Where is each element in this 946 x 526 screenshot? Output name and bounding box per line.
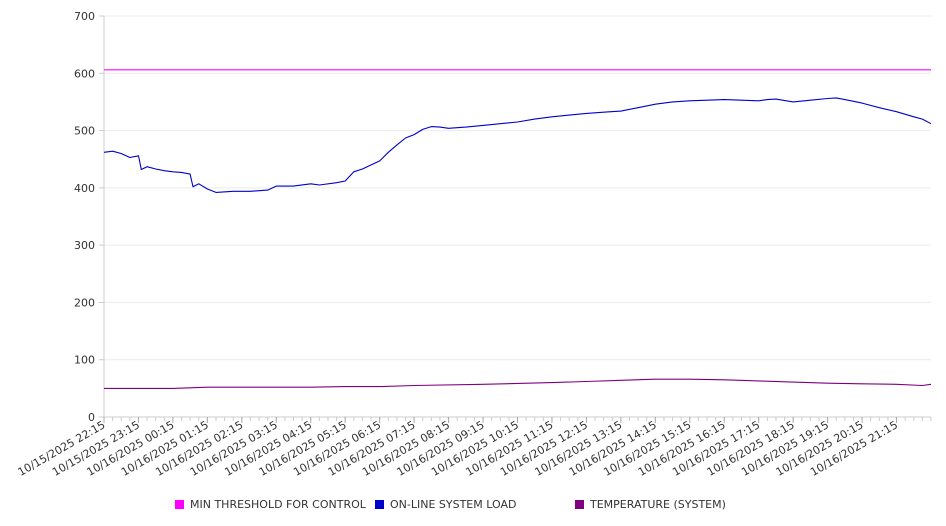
legend-item-system-load[interactable]: ON-LINE SYSTEM LOAD (375, 498, 516, 511)
legend-item-temperature[interactable]: TEMPERATURE (SYSTEM) (575, 498, 726, 511)
y-tick-label: 100 (74, 354, 95, 367)
legend-item-min-threshold[interactable]: MIN THRESHOLD FOR CONTROL (175, 498, 366, 511)
y-axis-ticks: 0 100 200 300 400 500 600 700 (74, 10, 104, 424)
grid-lines (104, 15, 931, 361)
y-tick-label: 500 (74, 125, 95, 138)
y-tick-label: 200 (74, 296, 95, 309)
system-load-line[interactable] (103, 97, 932, 193)
axes (103, 16, 931, 418)
legend-label-min-threshold: MIN THRESHOLD FOR CONTROL (190, 498, 366, 511)
legend-swatch-temperature (575, 500, 584, 509)
legend-swatch-system-load (375, 500, 384, 509)
y-tick-label: 400 (74, 182, 95, 195)
y-tick-label: 600 (74, 67, 95, 80)
y-tick-label: 0 (88, 411, 95, 424)
y-tick-label: 300 (74, 239, 95, 252)
y-tick-label: 700 (74, 10, 95, 23)
chart-legend: MIN THRESHOLD FOR CONTROL ON-LINE SYSTEM… (0, 498, 946, 514)
legend-label-system-load: ON-LINE SYSTEM LOAD (390, 498, 517, 511)
series-lines (103, 69, 932, 389)
temperature-line[interactable] (104, 378, 932, 389)
legend-swatch-min-threshold (175, 500, 184, 509)
legend-label-temperature: TEMPERATURE (SYSTEM) (590, 498, 726, 511)
